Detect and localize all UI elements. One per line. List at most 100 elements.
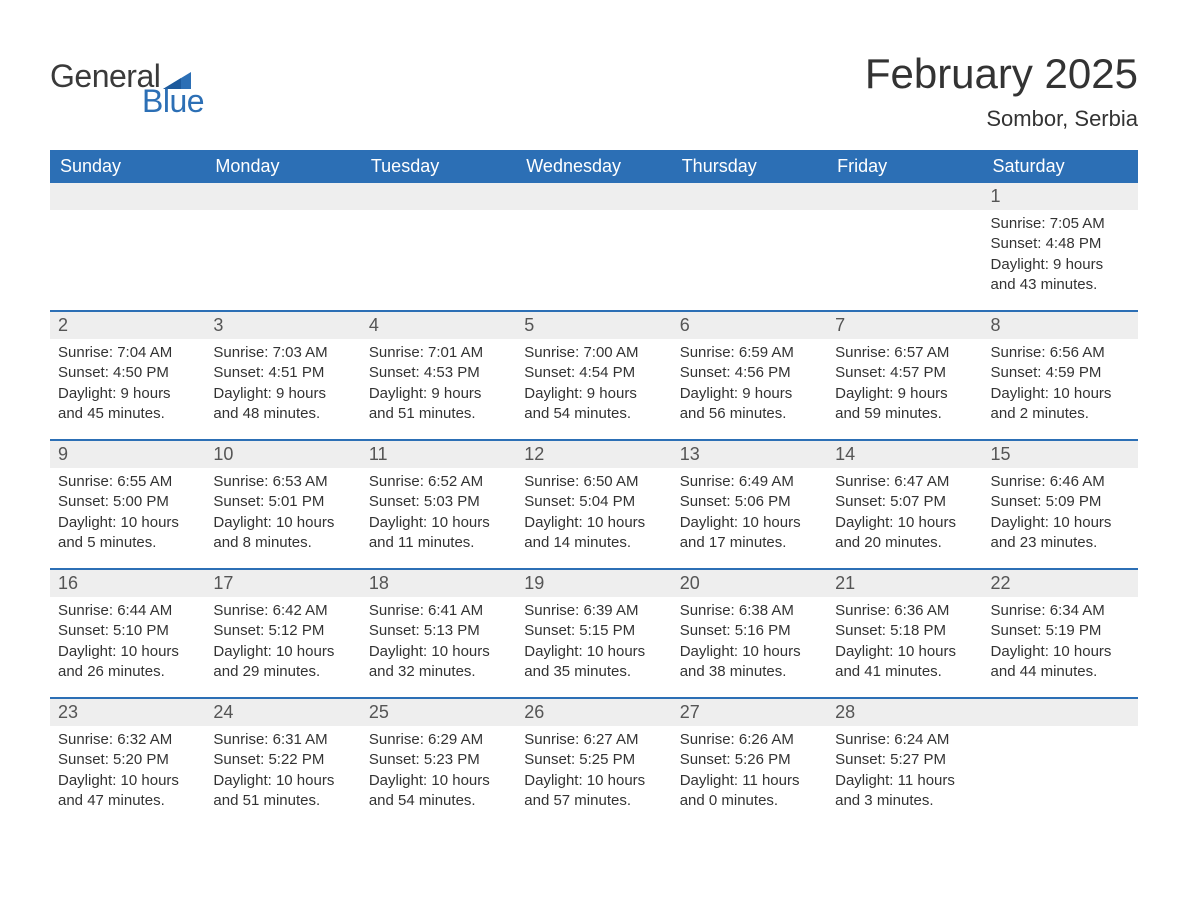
- day-info-line: Daylight: 10 hours: [524, 771, 663, 791]
- day-cell: Sunrise: 6:31 AMSunset: 5:22 PMDaylight:…: [205, 726, 360, 820]
- day-info-line: Daylight: 10 hours: [680, 513, 819, 533]
- day-info-line: Sunrise: 6:39 AM: [524, 601, 663, 621]
- day-info-line: Sunrise: 6:52 AM: [369, 472, 508, 492]
- day-info-line: Sunset: 5:25 PM: [524, 750, 663, 770]
- day-info-line: Daylight: 10 hours: [213, 771, 352, 791]
- day-number: 26: [516, 699, 671, 726]
- day-cell: Sunrise: 6:47 AMSunset: 5:07 PMDaylight:…: [827, 468, 982, 562]
- daynum-row: 9101112131415: [50, 441, 1138, 468]
- day-info-line: Sunrise: 6:41 AM: [369, 601, 508, 621]
- daynum-row: 16171819202122: [50, 570, 1138, 597]
- day-cell: Sunrise: 6:42 AMSunset: 5:12 PMDaylight:…: [205, 597, 360, 691]
- day-info-line: and 5 minutes.: [58, 533, 197, 553]
- day-number: 15: [983, 441, 1138, 468]
- day-number: 24: [205, 699, 360, 726]
- logo: General Blue: [50, 58, 204, 120]
- day-number: 17: [205, 570, 360, 597]
- day-number: 18: [361, 570, 516, 597]
- day-content-row: Sunrise: 6:55 AMSunset: 5:00 PMDaylight:…: [50, 468, 1138, 562]
- day-info-line: Sunset: 5:03 PM: [369, 492, 508, 512]
- day-info-line: Sunrise: 7:01 AM: [369, 343, 508, 363]
- daynum-row: 1: [50, 183, 1138, 210]
- day-info-line: Sunset: 5:15 PM: [524, 621, 663, 641]
- day-cell: Sunrise: 6:49 AMSunset: 5:06 PMDaylight:…: [672, 468, 827, 562]
- day-info-line: Sunset: 4:48 PM: [991, 234, 1130, 254]
- day-info-line: and 45 minutes.: [58, 404, 197, 424]
- day-number: [50, 183, 205, 210]
- day-info-line: and 17 minutes.: [680, 533, 819, 553]
- day-info-line: and 54 minutes.: [369, 791, 508, 811]
- day-cell: Sunrise: 7:05 AMSunset: 4:48 PMDaylight:…: [983, 210, 1138, 304]
- weekday-header: Monday: [205, 150, 360, 183]
- day-info-line: and 51 minutes.: [369, 404, 508, 424]
- day-cell: Sunrise: 6:56 AMSunset: 4:59 PMDaylight:…: [983, 339, 1138, 433]
- weekday-header: Sunday: [50, 150, 205, 183]
- header: General Blue February 2025 Sombor, Serbi…: [50, 50, 1138, 132]
- day-info-line: and 38 minutes.: [680, 662, 819, 682]
- day-number: 10: [205, 441, 360, 468]
- day-info-line: Sunset: 5:09 PM: [991, 492, 1130, 512]
- day-cell: [672, 210, 827, 304]
- day-cell: Sunrise: 6:36 AMSunset: 5:18 PMDaylight:…: [827, 597, 982, 691]
- day-info-line: Sunrise: 6:55 AM: [58, 472, 197, 492]
- day-info-line: Daylight: 10 hours: [213, 513, 352, 533]
- day-info-line: Daylight: 9 hours: [991, 255, 1130, 275]
- day-number: 3: [205, 312, 360, 339]
- day-number: 9: [50, 441, 205, 468]
- day-info-line: Daylight: 9 hours: [58, 384, 197, 404]
- day-info-line: Sunset: 5:18 PM: [835, 621, 974, 641]
- day-info-line: Sunrise: 7:05 AM: [991, 214, 1130, 234]
- weeks-container: 1Sunrise: 7:05 AMSunset: 4:48 PMDaylight…: [50, 183, 1138, 820]
- day-number: [361, 183, 516, 210]
- day-info-line: and 51 minutes.: [213, 791, 352, 811]
- day-number: [827, 183, 982, 210]
- weekday-header: Wednesday: [516, 150, 671, 183]
- day-cell: Sunrise: 6:34 AMSunset: 5:19 PMDaylight:…: [983, 597, 1138, 691]
- daynum-row: 2345678: [50, 312, 1138, 339]
- day-info-line: Sunset: 5:04 PM: [524, 492, 663, 512]
- day-info-line: Daylight: 9 hours: [213, 384, 352, 404]
- day-cell: Sunrise: 6:55 AMSunset: 5:00 PMDaylight:…: [50, 468, 205, 562]
- day-number: 14: [827, 441, 982, 468]
- day-number: 6: [672, 312, 827, 339]
- day-info-line: and 23 minutes.: [991, 533, 1130, 553]
- day-info-line: and 32 minutes.: [369, 662, 508, 682]
- day-info-line: Sunrise: 7:00 AM: [524, 343, 663, 363]
- day-number: 27: [672, 699, 827, 726]
- day-info-line: Sunset: 5:26 PM: [680, 750, 819, 770]
- day-info-line: Sunset: 5:23 PM: [369, 750, 508, 770]
- day-info-line: Daylight: 9 hours: [524, 384, 663, 404]
- day-info-line: Daylight: 9 hours: [369, 384, 508, 404]
- page: General Blue February 2025 Sombor, Serbi…: [0, 0, 1188, 820]
- day-cell: Sunrise: 6:24 AMSunset: 5:27 PMDaylight:…: [827, 726, 982, 820]
- day-cell: Sunrise: 6:27 AMSunset: 5:25 PMDaylight:…: [516, 726, 671, 820]
- calendar: Sunday Monday Tuesday Wednesday Thursday…: [50, 150, 1138, 820]
- day-cell: Sunrise: 6:44 AMSunset: 5:10 PMDaylight:…: [50, 597, 205, 691]
- logo-text-blue: Blue: [142, 83, 204, 120]
- day-number: 8: [983, 312, 1138, 339]
- day-number: 11: [361, 441, 516, 468]
- day-cell: Sunrise: 7:04 AMSunset: 4:50 PMDaylight:…: [50, 339, 205, 433]
- day-info-line: and 29 minutes.: [213, 662, 352, 682]
- day-number: 4: [361, 312, 516, 339]
- day-number: 19: [516, 570, 671, 597]
- day-cell: Sunrise: 7:00 AMSunset: 4:54 PMDaylight:…: [516, 339, 671, 433]
- day-info-line: and 8 minutes.: [213, 533, 352, 553]
- day-info-line: Sunrise: 6:50 AM: [524, 472, 663, 492]
- day-cell: Sunrise: 7:01 AMSunset: 4:53 PMDaylight:…: [361, 339, 516, 433]
- day-info-line: Daylight: 11 hours: [680, 771, 819, 791]
- day-cell: Sunrise: 6:59 AMSunset: 4:56 PMDaylight:…: [672, 339, 827, 433]
- day-cell: Sunrise: 6:46 AMSunset: 5:09 PMDaylight:…: [983, 468, 1138, 562]
- day-info-line: Sunrise: 6:34 AM: [991, 601, 1130, 621]
- day-info-line: and 48 minutes.: [213, 404, 352, 424]
- day-number: 2: [50, 312, 205, 339]
- day-info-line: Sunset: 5:20 PM: [58, 750, 197, 770]
- day-info-line: Sunrise: 7:04 AM: [58, 343, 197, 363]
- day-number: 22: [983, 570, 1138, 597]
- day-info-line: and 26 minutes.: [58, 662, 197, 682]
- day-info-line: Sunrise: 6:26 AM: [680, 730, 819, 750]
- day-number: 28: [827, 699, 982, 726]
- day-info-line: Daylight: 10 hours: [991, 513, 1130, 533]
- title-block: February 2025 Sombor, Serbia: [865, 50, 1138, 132]
- day-info-line: Daylight: 9 hours: [680, 384, 819, 404]
